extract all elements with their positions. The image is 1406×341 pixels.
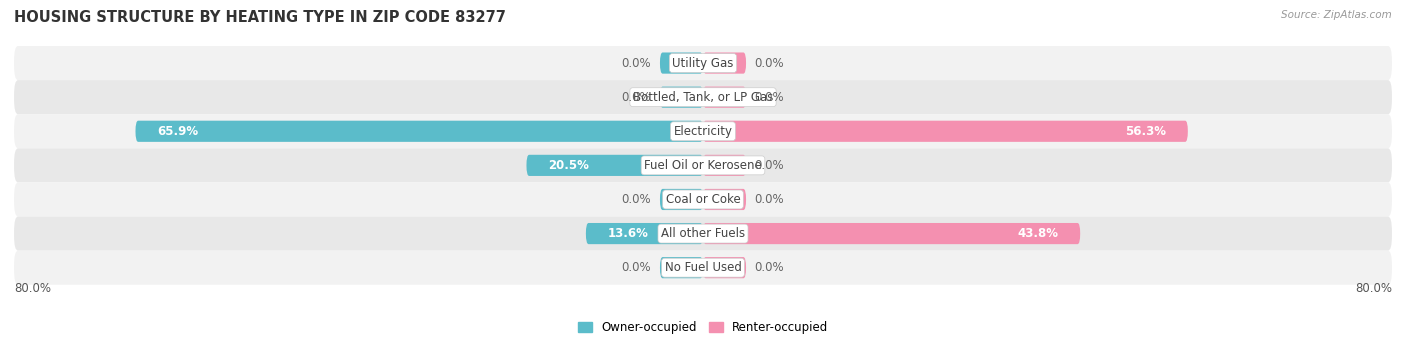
FancyBboxPatch shape (14, 148, 1392, 182)
Text: 0.0%: 0.0% (621, 91, 651, 104)
Text: All other Fuels: All other Fuels (661, 227, 745, 240)
Text: 0.0%: 0.0% (755, 91, 785, 104)
FancyBboxPatch shape (703, 155, 747, 176)
FancyBboxPatch shape (703, 121, 1188, 142)
Text: Bottled, Tank, or LP Gas: Bottled, Tank, or LP Gas (633, 91, 773, 104)
Text: 0.0%: 0.0% (755, 193, 785, 206)
Text: Fuel Oil or Kerosene: Fuel Oil or Kerosene (644, 159, 762, 172)
Text: 0.0%: 0.0% (621, 261, 651, 274)
Text: Coal or Coke: Coal or Coke (665, 193, 741, 206)
Text: 0.0%: 0.0% (755, 159, 785, 172)
Text: 0.0%: 0.0% (755, 57, 785, 70)
FancyBboxPatch shape (586, 223, 703, 244)
Legend: Owner-occupied, Renter-occupied: Owner-occupied, Renter-occupied (572, 316, 834, 339)
FancyBboxPatch shape (703, 257, 747, 278)
FancyBboxPatch shape (14, 114, 1392, 148)
FancyBboxPatch shape (659, 87, 703, 108)
FancyBboxPatch shape (135, 121, 703, 142)
FancyBboxPatch shape (14, 46, 1392, 80)
Text: 80.0%: 80.0% (14, 282, 51, 295)
Text: 56.3%: 56.3% (1125, 125, 1167, 138)
Text: 20.5%: 20.5% (548, 159, 589, 172)
FancyBboxPatch shape (703, 87, 747, 108)
Text: 65.9%: 65.9% (157, 125, 198, 138)
Text: 13.6%: 13.6% (607, 227, 648, 240)
FancyBboxPatch shape (526, 155, 703, 176)
FancyBboxPatch shape (659, 189, 703, 210)
FancyBboxPatch shape (14, 251, 1392, 285)
FancyBboxPatch shape (659, 257, 703, 278)
FancyBboxPatch shape (703, 223, 1080, 244)
FancyBboxPatch shape (659, 53, 703, 74)
Text: No Fuel Used: No Fuel Used (665, 261, 741, 274)
Text: Utility Gas: Utility Gas (672, 57, 734, 70)
FancyBboxPatch shape (14, 217, 1392, 251)
Text: 43.8%: 43.8% (1018, 227, 1059, 240)
FancyBboxPatch shape (703, 53, 747, 74)
Text: HOUSING STRUCTURE BY HEATING TYPE IN ZIP CODE 83277: HOUSING STRUCTURE BY HEATING TYPE IN ZIP… (14, 10, 506, 25)
Text: Electricity: Electricity (673, 125, 733, 138)
FancyBboxPatch shape (14, 182, 1392, 217)
Text: 80.0%: 80.0% (1355, 282, 1392, 295)
FancyBboxPatch shape (14, 80, 1392, 114)
Text: 0.0%: 0.0% (621, 193, 651, 206)
Text: 0.0%: 0.0% (621, 57, 651, 70)
Text: Source: ZipAtlas.com: Source: ZipAtlas.com (1281, 10, 1392, 20)
FancyBboxPatch shape (703, 189, 747, 210)
Text: 0.0%: 0.0% (755, 261, 785, 274)
